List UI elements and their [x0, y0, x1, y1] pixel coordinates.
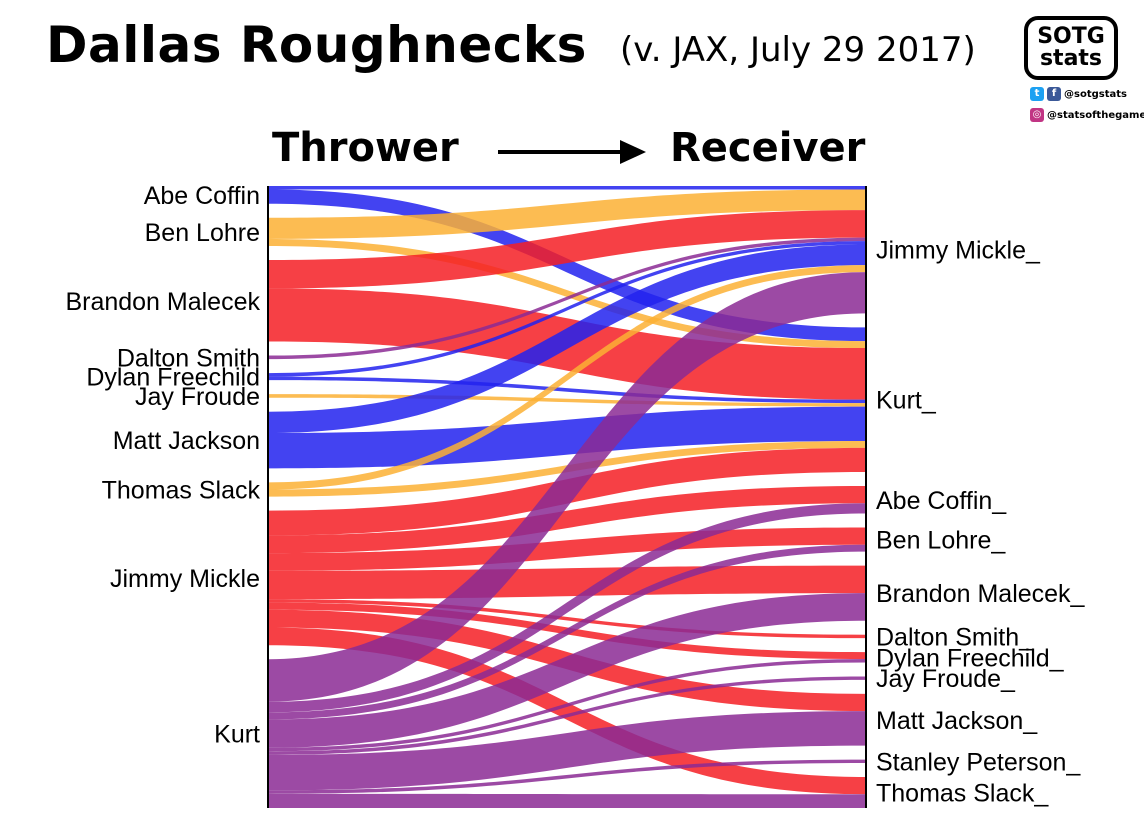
receiver-label-matt-jackson: Matt Jackson_: [876, 707, 1038, 735]
instagram-handle: ◎ @statsofthegame: [1030, 108, 1144, 122]
twitter-handle-text: @sotgstats: [1064, 88, 1127, 100]
link-kurt-to-brandon-malecek: [268, 593, 866, 748]
receiver-label-dalton-smith: Dalton Smith_: [876, 623, 1034, 651]
thrower-label-jimmy-mickle: Jimmy Mickle: [110, 565, 260, 593]
link-jimmy-mickle-to-ben-lohre: [268, 527, 866, 571]
thrower-label-jay-froude: Jay Froude: [135, 383, 260, 411]
twitter-icon: t: [1030, 87, 1044, 101]
link-abe-coffin-to-kurt: [268, 189, 866, 342]
link-jimmy-mickle-to-abe-coffin: [268, 485, 866, 554]
logo-line-2: stats: [1039, 46, 1103, 71]
link-kurt-to-thomas-slack: [268, 793, 866, 808]
thrower-label-dalton-smith: Dalton Smith: [117, 344, 260, 372]
instagram-handle-text: @statsofthegame: [1047, 109, 1144, 121]
link-kurt-to-dylan-freechild: [268, 659, 866, 752]
link-kurt-to-stanley-peterson: [268, 759, 866, 794]
link-matt-jackson-to-kurt: [268, 406, 866, 469]
link-kurt-to-jay-froude: [268, 676, 866, 755]
direction-arrow: [498, 140, 646, 164]
link-ben-lohre-to-jimmy-mickle: [268, 189, 866, 239]
facebook-icon: f: [1047, 87, 1061, 101]
link-kurt-to-matt-jackson: [268, 711, 866, 791]
link-thomas-slack-to-jimmy-mickle: [268, 265, 866, 490]
logo-line-1: SOTG: [1037, 24, 1105, 49]
link-dylan-freechild-to-kurt: [268, 376, 866, 404]
link-kurt-to-jimmy-mickle: [268, 272, 866, 702]
thrower-label-abe-coffin: Abe Coffin: [144, 182, 260, 210]
thrower-header: Thrower: [272, 125, 459, 171]
thrower-label-kurt: Kurt: [214, 721, 260, 749]
link-ben-lohre-to-kurt: [268, 238, 866, 349]
link-jimmy-mickle-to-brandon-malecek: [268, 565, 866, 600]
thrower-label-thomas-slack: Thomas Slack: [102, 476, 261, 504]
receiver-label-stanley-peterson: Stanley Peterson_: [876, 748, 1081, 776]
thrower-label-brandon-malecek: Brandon Malecek: [65, 288, 260, 316]
instagram-icon: ◎: [1030, 108, 1044, 122]
link-dylan-freechild-to-jimmy-mickle: [268, 241, 866, 377]
link-matt-jackson-to-jimmy-mickle: [268, 244, 866, 433]
receiver-label-brandon-malecek: Brandon Malecek_: [876, 580, 1086, 608]
receiver-label-abe-coffin: Abe Coffin_: [876, 487, 1007, 515]
thrower-label-ben-lohre: Ben Lohre: [145, 219, 260, 247]
chart-title: Dallas Roughnecks: [46, 16, 587, 74]
twitter-handle: t f @sotgstats: [1030, 87, 1127, 101]
thrower-label-dylan-freechild: Dylan Freechild: [86, 364, 260, 392]
link-kurt-to-ben-lohre: [268, 544, 866, 720]
receiver-label-dylan-freechild: Dylan Freechild_: [876, 644, 1065, 672]
receiver-header: Receiver: [670, 125, 866, 171]
thrower-label-matt-jackson: Matt Jackson: [113, 427, 260, 455]
receiver-label-jay-froude: Jay Froude_: [876, 665, 1016, 693]
chart-subtitle: (v. JAX, July 29 2017): [620, 30, 976, 70]
link-abe-coffin-to-jimmy-mickle: [268, 186, 866, 190]
link-jimmy-mickle-to-thomas-slack: [268, 627, 866, 795]
link-dalton-smith-to-jimmy-mickle: [268, 237, 866, 360]
receiver-label-jimmy-mickle: Jimmy Mickle_: [876, 237, 1041, 265]
sotg-logo: SOTG stats: [1024, 16, 1118, 80]
receiver-label-kurt: Kurt_: [876, 387, 937, 415]
link-kurt-to-abe-coffin: [268, 503, 866, 713]
link-brandon-malecek-to-jimmy-mickle: [268, 210, 866, 289]
receiver-label-thomas-slack: Thomas Slack_: [876, 780, 1049, 808]
receiver-label-ben-lohre: Ben Lohre_: [876, 527, 1006, 555]
link-jimmy-mickle-to-dalton-smith: [268, 599, 866, 639]
